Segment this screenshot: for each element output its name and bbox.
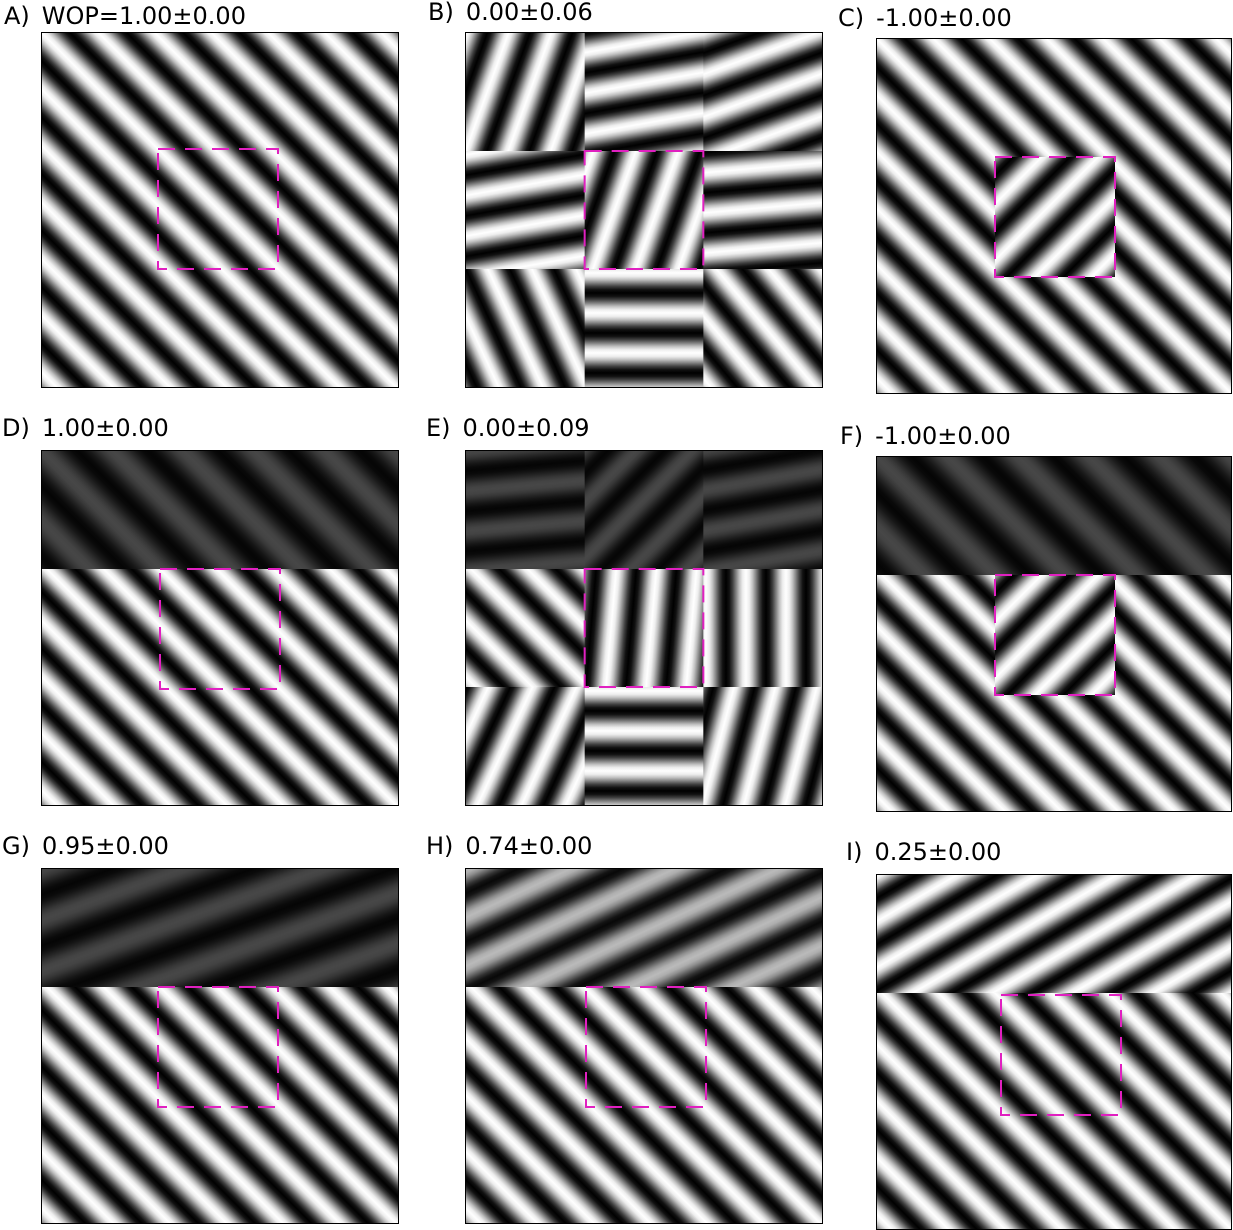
roi-dashed-box (583, 568, 705, 688)
grating-stimulus-g (41, 868, 399, 1224)
panel-letter: B) (428, 0, 454, 26)
panel-label: C) -1.00±0.00 (838, 6, 1012, 30)
grating-stimulus-i (876, 874, 1232, 1230)
roi-dashed-box (994, 574, 1116, 696)
stimulus-canvas (466, 451, 822, 805)
roi-dashed-box (585, 986, 707, 1108)
stimulus-canvas (877, 457, 1231, 811)
panel-title: -1.00±0.00 (876, 4, 1012, 32)
mosaic-cell (584, 33, 704, 152)
grating-patch (42, 33, 398, 387)
mosaic-cell (703, 687, 822, 805)
roi-dashed-box (159, 568, 281, 690)
grating-patch (466, 987, 822, 1223)
grating-stimulus-d (41, 450, 399, 806)
mosaic-cell (703, 269, 822, 387)
panel-title: WOP=1.00±0.00 (41, 2, 246, 30)
panel-letter: C) (838, 4, 865, 32)
panel-title: 0.74±0.00 (465, 832, 593, 860)
grating-stimulus-f (876, 456, 1232, 812)
stimulus-canvas (42, 33, 398, 387)
mosaic-cell (584, 151, 704, 270)
panel-letter: H) (426, 832, 454, 860)
stimulus-canvas (466, 869, 822, 1223)
roi-dashed-box (157, 148, 279, 270)
mosaic-cell (703, 33, 822, 152)
grating-stimulus-a (41, 32, 399, 388)
panel-label: I) 0.25±0.00 (846, 840, 1001, 864)
panel-letter: A) (4, 2, 30, 30)
mosaic-cell (466, 569, 586, 688)
grating-stimulus-h (465, 868, 823, 1224)
mosaic-cell (703, 451, 822, 569)
panel-label: G) 0.95±0.00 (2, 834, 169, 858)
mosaic-cell (466, 33, 586, 152)
top-band (877, 457, 1231, 575)
mosaic-cell (584, 569, 704, 688)
stimulus-canvas (877, 39, 1231, 393)
mosaic-cell (584, 687, 704, 805)
roi-dashed-box (1000, 994, 1122, 1116)
mosaic-cell (584, 269, 704, 387)
panel-label: F) -1.00±0.00 (840, 424, 1011, 448)
roi-dashed-box (994, 156, 1116, 278)
top-band (877, 875, 1231, 993)
center-patch (995, 157, 1115, 277)
panel-title: 0.00±0.09 (462, 414, 590, 442)
mosaic-cell (466, 151, 586, 270)
stimulus-canvas (877, 875, 1231, 1229)
panel-label: H) 0.74±0.00 (426, 834, 592, 858)
mosaic-cell (703, 151, 822, 270)
panel-label: E) 0.00±0.09 (426, 416, 590, 440)
mosaic-cell (466, 269, 586, 387)
top-band (42, 451, 398, 569)
center-patch (995, 575, 1115, 695)
grating-stimulus-b (465, 32, 823, 388)
stimulus-canvas (42, 869, 398, 1223)
grating-stimulus-c (876, 38, 1232, 394)
panel-letter: E) (426, 414, 451, 442)
top-band (42, 869, 398, 987)
grating-patch (42, 569, 398, 805)
panel-letter: I) (846, 838, 863, 866)
panel-label: D) 1.00±0.00 (2, 416, 169, 440)
panel-title: 0.25±0.00 (874, 838, 1002, 866)
stimulus-canvas (466, 33, 822, 387)
mosaic-cell (584, 451, 704, 569)
panel-title: 0.00±0.06 (465, 0, 593, 26)
stimulus-canvas (42, 451, 398, 805)
panel-title: -1.00±0.00 (875, 422, 1011, 450)
roi-dashed-box (583, 150, 705, 270)
grating-patch (877, 993, 1231, 1229)
panel-label: B) 0.00±0.06 (428, 0, 593, 24)
panel-label: A) WOP=1.00±0.00 (4, 4, 246, 28)
grating-stimulus-e (465, 450, 823, 806)
panel-title: 0.95±0.00 (41, 832, 169, 860)
mosaic-cell (466, 687, 586, 805)
panel-title: 1.00±0.00 (41, 414, 169, 442)
grating-patch (42, 987, 398, 1223)
roi-dashed-box (157, 986, 279, 1108)
top-band (466, 869, 822, 987)
mosaic-cell (703, 569, 822, 688)
mosaic-cell (466, 451, 586, 569)
panel-letter: F) (840, 422, 864, 450)
panel-letter: D) (2, 414, 30, 442)
panel-letter: G) (2, 832, 30, 860)
